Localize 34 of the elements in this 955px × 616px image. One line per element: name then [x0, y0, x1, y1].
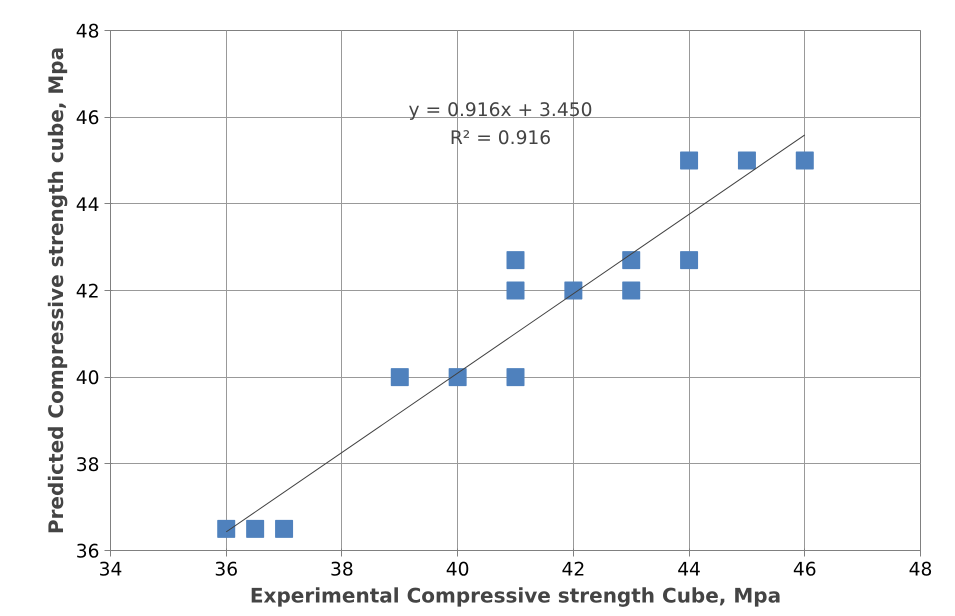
y-tick-label: 38 [76, 454, 100, 476]
point [680, 152, 698, 170]
y-tick-label: 36 [76, 542, 100, 562]
point [564, 282, 582, 300]
point [738, 152, 756, 170]
point [506, 251, 524, 270]
y-tick-label: 48 [76, 22, 100, 42]
x-tick-label: 44 [677, 560, 701, 580]
x-tick-label: 46 [792, 560, 817, 580]
x-tick-label: 40 [446, 560, 470, 580]
point [796, 152, 814, 170]
x-tick-label: 36 [214, 560, 238, 580]
y-tick-label: 44 [76, 194, 100, 216]
point [506, 282, 524, 300]
x-tick-label: 48 [908, 560, 932, 580]
x-tick-label: 42 [561, 560, 586, 580]
point [275, 520, 294, 538]
point [217, 520, 236, 538]
point [246, 520, 264, 538]
x-tick-label: 38 [330, 560, 354, 580]
y-axis-title: Predicted Compressive strength cube, Mpa [44, 46, 68, 534]
x-tick-label: 34 [98, 560, 122, 580]
annotation: R² = 0.916 [450, 128, 552, 149]
y-tick-label: 42 [76, 282, 100, 302]
point [390, 368, 409, 386]
point [680, 251, 698, 270]
y-tick-label: 46 [76, 108, 100, 130]
y-tick-label: 40 [76, 368, 100, 390]
point [622, 251, 640, 270]
point [622, 282, 640, 300]
point [506, 368, 524, 386]
annotation: y = 0.916x + 3.450 [408, 100, 592, 121]
point [448, 368, 467, 386]
x-axis-title: Experimental Compressive strength Cube, Mpa [250, 584, 782, 608]
